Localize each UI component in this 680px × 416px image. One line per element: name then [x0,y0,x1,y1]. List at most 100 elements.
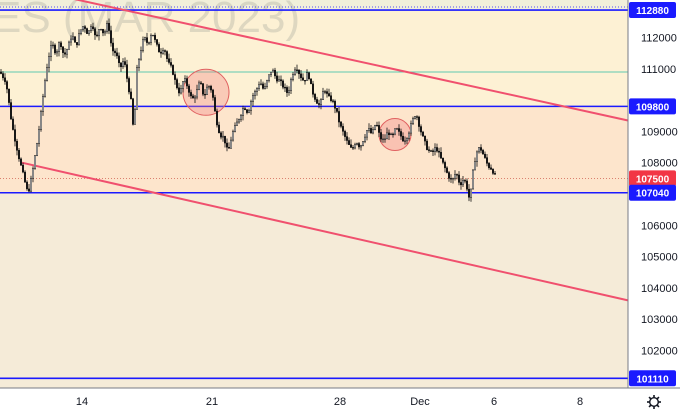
price-badge [629,2,676,19]
candle-body [382,138,384,140]
candle-body [446,167,448,173]
price-badge [629,184,676,201]
candle-body [352,147,354,149]
price-badge-label: 107040 [636,189,670,200]
candle-body [30,177,32,192]
candle-body [256,88,258,92]
candle-body [128,78,130,93]
candle-body [152,34,154,37]
candle-body [24,171,26,183]
candle-body [36,143,38,157]
candle-body [330,95,332,102]
candle-body [198,82,200,90]
candle-body [106,23,108,32]
candle-body [458,174,460,183]
candle-body [110,30,112,44]
candle-body [400,131,402,137]
candle-body [276,75,278,82]
candle-body [84,26,86,29]
candle-body [42,95,44,112]
candle-body [226,142,228,148]
x-tick-label: 28 [334,396,346,408]
candle-body [474,161,476,171]
candle-body [38,129,40,144]
candle-body [292,74,294,80]
price-axis-background [628,0,680,416]
candle-body [300,73,302,79]
candle-body [460,182,462,186]
candle-body [190,92,192,97]
candle-body [200,82,202,84]
candle-body [378,125,380,133]
candle-body [314,94,316,100]
candle-body [386,132,388,140]
candle-body [132,98,134,125]
candle-body [82,26,84,31]
candle-body [464,180,466,182]
candle-body [422,131,424,137]
candle-body [492,169,494,174]
candle-body [168,58,170,63]
candle-body [150,35,152,43]
candle-body [116,52,118,57]
candle-body [442,157,444,163]
candle-body [238,118,240,123]
candle-body [154,34,156,40]
candle-body [282,80,284,88]
settings-gear-icon[interactable] [647,395,661,409]
candle-body [176,79,178,89]
candle-body [372,129,374,134]
candle-body [426,140,428,150]
candle-body [272,69,274,73]
candle-body [392,133,394,136]
candle-body [336,108,338,112]
candle-body [142,39,144,51]
candle-body [216,110,218,126]
candle-body [246,109,248,113]
candle-body [210,85,212,91]
candle-body [324,91,326,93]
candle-body [10,102,12,120]
candle-body [466,180,468,190]
x-tick-label: 8 [577,396,583,408]
candle-body [468,188,470,198]
candle-body [182,81,184,89]
candle-body [436,147,438,152]
candle-body [158,44,160,53]
candle-body [408,132,410,139]
candle-body [6,81,8,90]
candle-body [96,34,98,37]
candle-body [202,83,204,95]
candle-body [302,77,304,81]
candle-body [304,79,306,82]
candle-body [296,69,298,71]
price-badge-label: 101110 [636,374,669,385]
candle-body [278,79,280,82]
candle-body [366,130,368,138]
candle-body [236,121,238,126]
candle-body [270,71,272,76]
candle-body [222,135,224,138]
candle-body [188,85,190,93]
channel-line-lower [21,161,629,302]
candle-body [268,74,270,81]
candle-body [288,90,290,93]
candle-body [196,89,198,98]
shaded-band [0,10,628,107]
candle-body [46,67,48,82]
candle-body [18,150,20,160]
candle-body [274,69,276,77]
candle-body [318,103,320,105]
candle-body [356,143,358,145]
candle-body [248,110,250,113]
y-tick-label: 104000 [641,283,678,295]
candle-body [264,86,266,89]
candle-body [354,144,356,149]
candle-body [172,65,174,75]
candle-body [122,61,124,68]
candle-body [462,180,464,186]
candle-body [308,72,310,80]
candle-body [164,50,166,52]
candle-body [206,86,208,95]
